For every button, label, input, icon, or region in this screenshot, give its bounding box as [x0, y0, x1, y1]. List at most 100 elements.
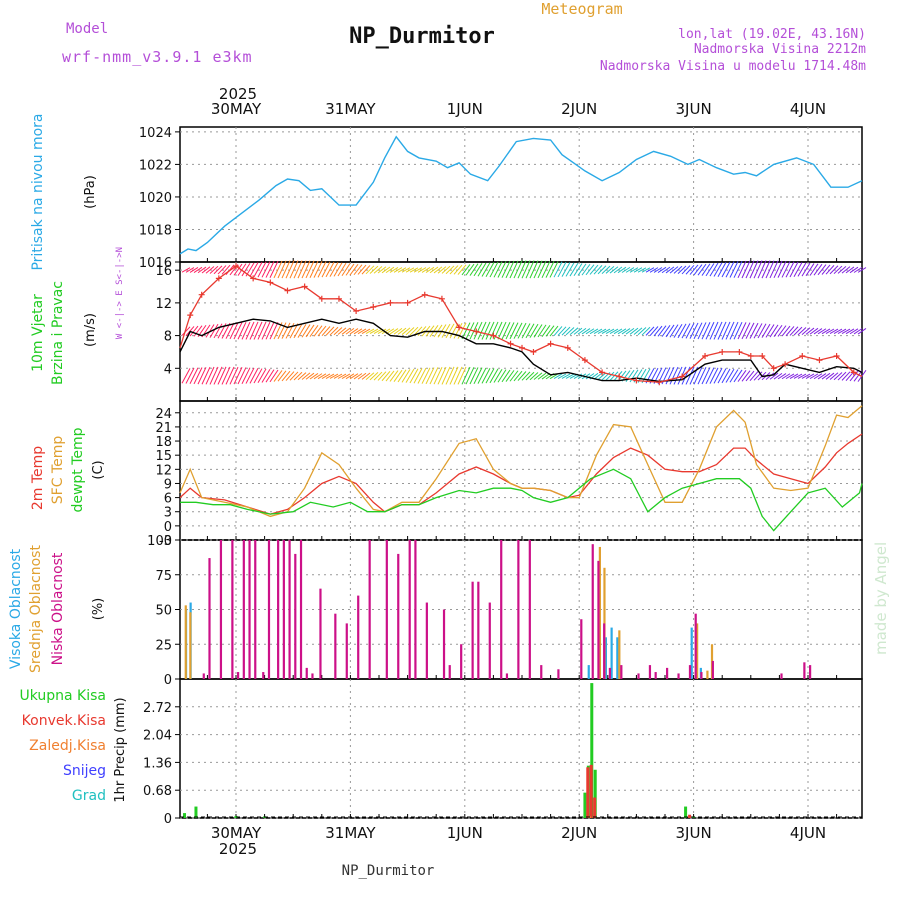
wind-barb — [221, 366, 231, 385]
top-year-label: 2025 — [219, 85, 257, 103]
wind-barb — [669, 266, 679, 274]
wind-barb — [285, 371, 295, 381]
wind-barb — [393, 369, 403, 383]
y-tick-label: 12 — [155, 463, 172, 478]
wind-barb — [421, 367, 431, 384]
wind-barb — [729, 369, 739, 383]
wind-barb — [577, 263, 587, 276]
wind-barb — [725, 368, 735, 383]
wind-barb — [769, 260, 779, 279]
wind-gust-marker — [250, 275, 257, 282]
temp-line-dewpt-temp — [180, 468, 863, 532]
y-tick-label: 3 — [164, 506, 172, 521]
wind-barb — [681, 265, 691, 275]
wind-barb — [309, 325, 319, 337]
wind-barb — [829, 372, 839, 380]
wind-barb — [541, 324, 551, 337]
wind-barb — [329, 326, 339, 336]
y-tick-label: 0 — [164, 520, 172, 535]
wind-barb — [517, 322, 527, 339]
footer-station: NP_Durmitor — [342, 863, 435, 879]
wind-barb — [261, 368, 271, 383]
wind-barb — [413, 368, 423, 384]
cloud-bar — [248, 540, 251, 679]
wind-barb — [297, 372, 307, 381]
wind-barb — [813, 263, 823, 276]
top-date-axis: 30MAY 31MAY 1JUN 2JUN 3JUN 4JUN — [211, 100, 826, 118]
wind-barb — [629, 327, 639, 335]
wind-barb — [249, 262, 259, 277]
wind-barb — [833, 372, 843, 381]
y-tick-label: 6 — [164, 492, 172, 507]
cloud-bar — [385, 540, 388, 679]
wind-gust-marker — [301, 283, 308, 290]
wind-barb — [225, 366, 235, 385]
wind-barb — [385, 266, 395, 274]
wind-barb — [701, 367, 711, 385]
wind-barb — [441, 323, 451, 338]
y-tick-label: 15 — [155, 449, 172, 464]
wind-barb — [205, 266, 215, 274]
wind-barb — [785, 326, 795, 337]
wind-label-2: Brzina i Pravac — [50, 281, 66, 385]
wind-barb — [497, 321, 507, 340]
wind-barb — [493, 368, 503, 383]
wind-barb — [373, 266, 383, 274]
wind-barb — [421, 267, 431, 273]
wind-barb — [637, 327, 647, 336]
wind-gust-marker — [507, 340, 514, 347]
cloud-bar — [319, 588, 322, 679]
wind-barb — [685, 322, 695, 339]
wind-barb — [201, 366, 211, 385]
wind-barb — [705, 367, 715, 385]
cloud-bar — [294, 553, 297, 679]
cloud-label-high: Visoka Oblacnost — [8, 548, 24, 669]
wind-barb — [181, 326, 191, 336]
pressure-label: Pritisak na nivou mora — [30, 113, 46, 270]
wind-barb — [457, 366, 467, 385]
cloud-bar — [368, 540, 371, 679]
wind-barb — [629, 267, 639, 273]
wind-barb — [805, 327, 815, 335]
wind-barb — [633, 327, 643, 335]
wind-barb — [229, 366, 239, 385]
wind-barb — [185, 367, 195, 384]
wind-barb — [369, 328, 379, 334]
wind-barb — [597, 328, 607, 334]
wind-barb — [741, 322, 751, 340]
date-label: 30MAY — [211, 824, 262, 842]
wind-barb — [813, 328, 823, 335]
wind-barb — [597, 372, 607, 380]
wind-barb — [741, 260, 751, 279]
wind-barb — [841, 266, 851, 274]
wind-barb — [805, 263, 815, 277]
wind-barb — [461, 366, 471, 385]
wind-barb — [501, 369, 511, 383]
wind-barb — [589, 264, 599, 275]
wind-barb — [837, 328, 847, 334]
cloud-bar — [637, 673, 640, 679]
wind-barb — [721, 261, 731, 278]
cloud-bar — [654, 672, 657, 679]
wind-barb — [485, 321, 495, 340]
date-label: 31MAY — [325, 824, 376, 842]
y-tick-label: 50 — [155, 604, 172, 619]
wind-barb — [557, 261, 567, 278]
wind-barb — [553, 261, 563, 278]
wind-barb — [713, 367, 723, 384]
wind-barb — [537, 260, 547, 279]
wind-barb — [513, 322, 523, 339]
wind-barb — [825, 265, 835, 275]
cloud-bar — [690, 627, 693, 679]
wind-barb — [793, 262, 803, 277]
wind-gust-marker — [747, 353, 754, 360]
precip-bar — [684, 806, 688, 818]
wind-barb — [293, 371, 303, 381]
wind-barb — [417, 367, 427, 384]
cloud-bar — [277, 540, 280, 679]
wind-barb — [649, 267, 659, 273]
precip-bar — [194, 806, 198, 818]
cloud-bar — [780, 673, 783, 679]
wind-barb — [845, 328, 855, 335]
y-tick-label: 1.36 — [143, 756, 172, 771]
